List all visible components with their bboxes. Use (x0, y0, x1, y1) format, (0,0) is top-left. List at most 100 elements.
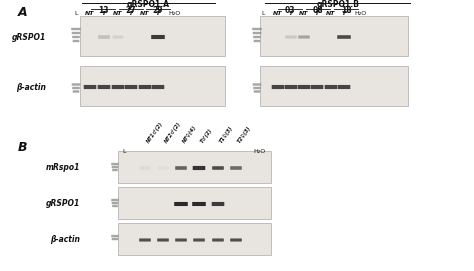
Text: A: A (18, 6, 27, 19)
Text: H₂O: H₂O (355, 11, 367, 16)
FancyBboxPatch shape (253, 36, 261, 38)
FancyBboxPatch shape (253, 32, 261, 34)
Bar (80, 16, 225, 56)
Text: T2♀(3): T2♀(3) (237, 125, 252, 144)
FancyBboxPatch shape (112, 166, 118, 168)
FancyBboxPatch shape (111, 163, 119, 165)
FancyBboxPatch shape (230, 238, 242, 241)
Text: β-actin: β-actin (50, 235, 80, 244)
FancyBboxPatch shape (111, 199, 119, 201)
Text: NT: NT (85, 11, 95, 16)
Text: 03: 03 (285, 6, 295, 15)
FancyBboxPatch shape (71, 28, 81, 30)
Text: H₂O: H₂O (169, 11, 181, 16)
Text: H₂O: H₂O (254, 149, 266, 154)
FancyBboxPatch shape (125, 85, 137, 89)
FancyBboxPatch shape (140, 166, 150, 170)
Text: 27: 27 (126, 6, 137, 15)
Text: NT: NT (299, 11, 309, 16)
FancyBboxPatch shape (212, 166, 224, 170)
FancyBboxPatch shape (337, 35, 351, 39)
Bar (260, 16, 408, 56)
FancyBboxPatch shape (174, 202, 188, 206)
FancyBboxPatch shape (285, 85, 297, 89)
Text: L: L (74, 11, 78, 16)
FancyBboxPatch shape (98, 35, 110, 39)
FancyBboxPatch shape (72, 83, 80, 86)
Text: T♂(2): T♂(2) (200, 127, 214, 144)
FancyBboxPatch shape (73, 90, 79, 93)
FancyBboxPatch shape (285, 36, 297, 38)
FancyBboxPatch shape (72, 36, 80, 38)
Text: NT♀(4): NT♀(4) (182, 125, 198, 144)
FancyBboxPatch shape (175, 238, 187, 241)
Text: NT1♂(2): NT1♂(2) (146, 121, 164, 144)
Text: T: T (315, 11, 319, 16)
FancyBboxPatch shape (337, 85, 350, 89)
FancyBboxPatch shape (113, 36, 123, 38)
FancyBboxPatch shape (73, 40, 79, 42)
FancyBboxPatch shape (72, 87, 80, 89)
Bar (118, 187, 271, 219)
FancyBboxPatch shape (230, 166, 242, 170)
FancyBboxPatch shape (112, 205, 118, 207)
Text: 29: 29 (153, 6, 163, 15)
FancyBboxPatch shape (193, 166, 205, 170)
Text: NT: NT (273, 11, 283, 16)
Text: T: T (156, 11, 160, 16)
FancyBboxPatch shape (310, 85, 323, 89)
FancyBboxPatch shape (252, 28, 262, 30)
FancyBboxPatch shape (175, 166, 187, 170)
FancyBboxPatch shape (112, 169, 118, 171)
FancyBboxPatch shape (139, 85, 151, 89)
Text: NT2♂(2): NT2♂(2) (164, 121, 182, 144)
Text: gRSPO1.A: gRSPO1.A (127, 0, 170, 9)
Text: T: T (342, 11, 346, 16)
Text: T: T (289, 11, 293, 16)
Text: gRSPO1.B: gRSPO1.B (317, 0, 359, 9)
FancyBboxPatch shape (157, 238, 169, 241)
Text: NT: NT (326, 11, 336, 16)
Text: gRSPO1: gRSPO1 (46, 199, 80, 208)
FancyBboxPatch shape (193, 238, 205, 241)
FancyBboxPatch shape (253, 83, 261, 86)
Text: 18: 18 (341, 6, 351, 15)
Bar (118, 151, 271, 183)
Text: 13: 13 (98, 6, 108, 15)
FancyBboxPatch shape (152, 85, 164, 89)
Text: T: T (129, 11, 133, 16)
Text: L: L (122, 149, 126, 154)
Text: β-actin: β-actin (16, 82, 46, 92)
Text: NT: NT (113, 11, 123, 16)
Text: T: T (102, 11, 106, 16)
FancyBboxPatch shape (112, 85, 124, 89)
FancyBboxPatch shape (192, 202, 206, 206)
FancyBboxPatch shape (112, 238, 118, 240)
FancyBboxPatch shape (254, 40, 260, 42)
FancyBboxPatch shape (272, 85, 284, 89)
FancyBboxPatch shape (72, 32, 80, 34)
Bar (260, 66, 408, 106)
FancyBboxPatch shape (325, 85, 337, 89)
Text: mRspo1: mRspo1 (46, 163, 80, 173)
FancyBboxPatch shape (254, 90, 260, 93)
FancyBboxPatch shape (98, 85, 110, 89)
FancyBboxPatch shape (253, 87, 261, 89)
Text: B: B (18, 141, 27, 154)
FancyBboxPatch shape (212, 202, 224, 206)
Bar (80, 66, 225, 106)
FancyBboxPatch shape (111, 235, 119, 237)
Text: T1♀(3): T1♀(3) (219, 125, 234, 144)
FancyBboxPatch shape (298, 85, 310, 89)
FancyBboxPatch shape (158, 166, 168, 170)
FancyBboxPatch shape (212, 238, 224, 241)
Text: L: L (261, 11, 265, 16)
Text: gRSPO1: gRSPO1 (12, 33, 46, 41)
FancyBboxPatch shape (298, 36, 310, 38)
Bar (118, 223, 271, 255)
FancyBboxPatch shape (84, 85, 96, 89)
FancyBboxPatch shape (112, 202, 118, 204)
Text: 08: 08 (313, 6, 323, 15)
Text: NT: NT (140, 11, 150, 16)
FancyBboxPatch shape (151, 35, 165, 39)
